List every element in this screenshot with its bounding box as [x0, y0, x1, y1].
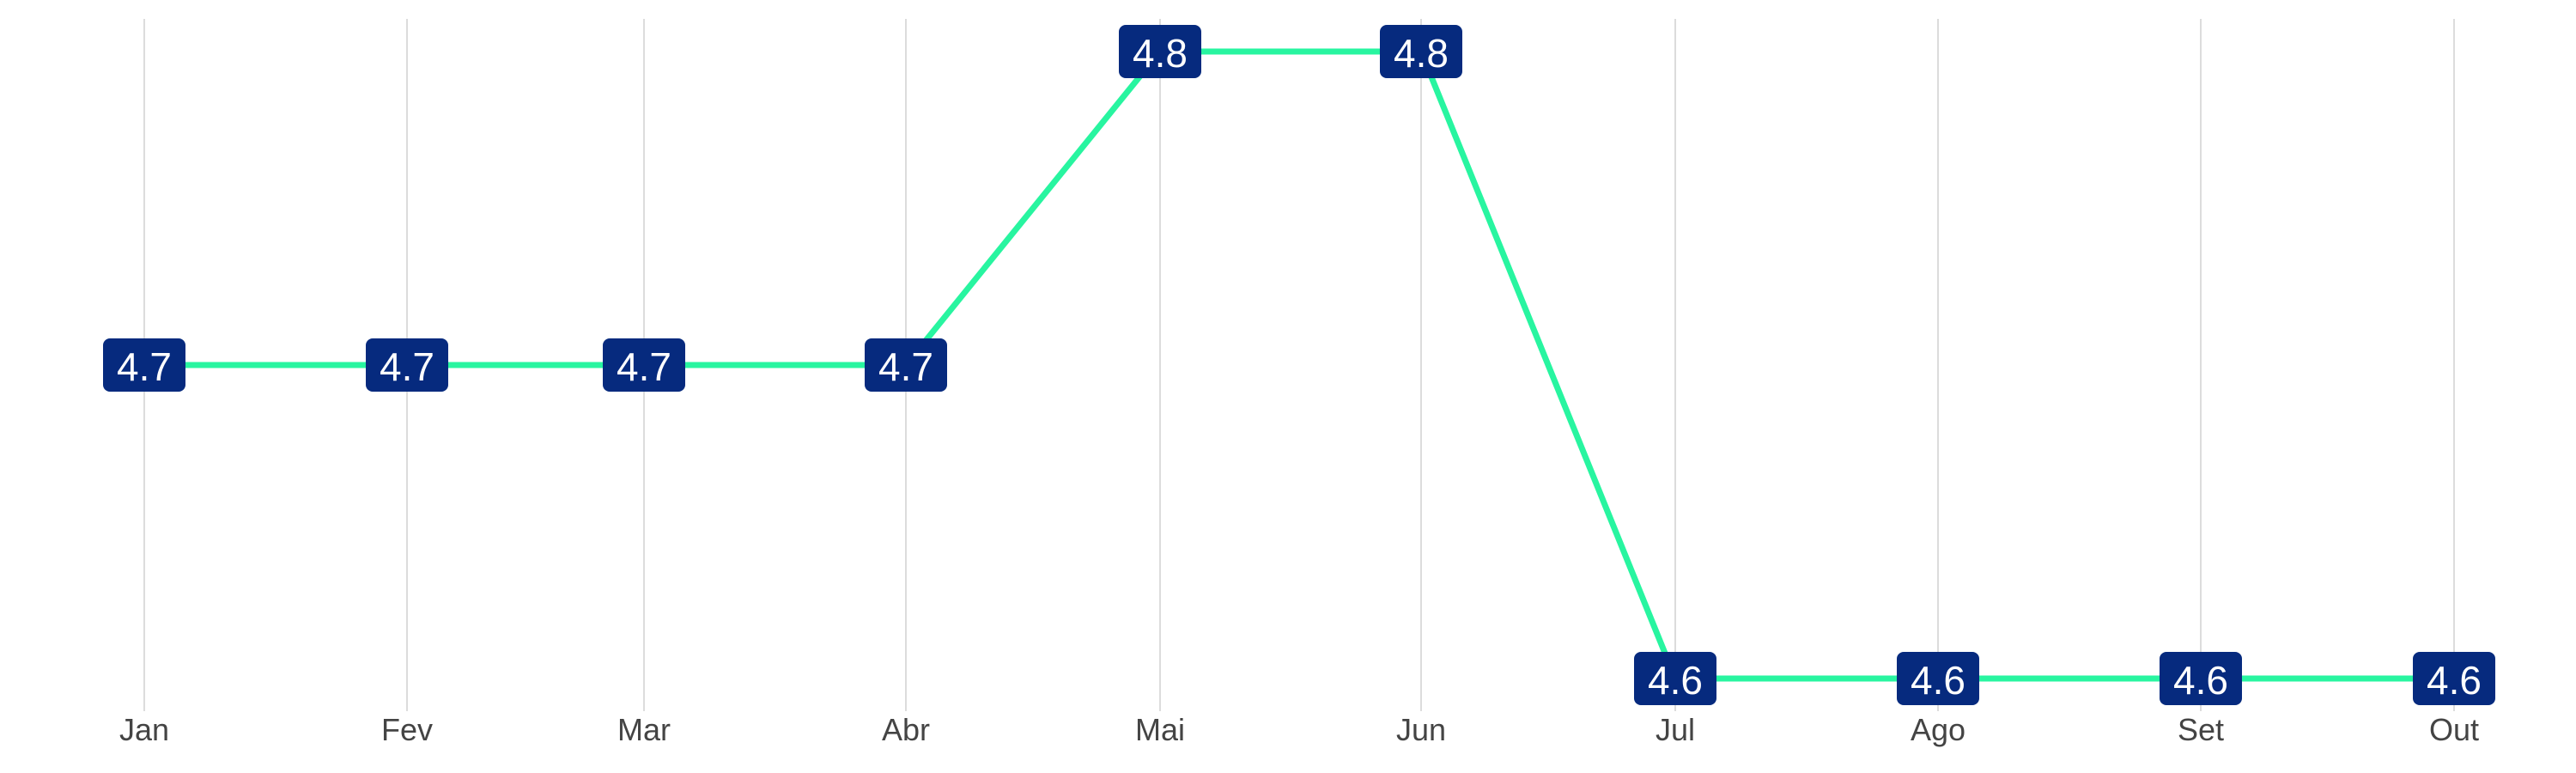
data-label-value: 4.7	[380, 344, 434, 389]
data-label-jan: 4.7	[103, 338, 185, 392]
data-label-value: 4.8	[1133, 31, 1188, 76]
data-point-marker	[103, 338, 185, 392]
x-tick-label-jun: Jun	[1396, 712, 1446, 747]
data-point-marker	[2160, 652, 2242, 705]
data-label-fev: 4.7	[366, 338, 448, 392]
data-label-value: 4.6	[2173, 658, 2228, 703]
x-tick-label-out: Out	[2429, 712, 2479, 747]
x-tick-label-mar: Mar	[617, 712, 671, 747]
data-label-value: 4.6	[1911, 658, 1965, 703]
data-point-marker	[1380, 25, 1462, 78]
data-label-jul: 4.6	[1634, 652, 1716, 705]
series-line-layer	[141, 48, 2458, 682]
series-line	[141, 48, 2458, 682]
x-tick-label-ago: Ago	[1911, 712, 1965, 747]
data-label-mai: 4.8	[1119, 25, 1201, 78]
data-point-marker	[1119, 25, 1201, 78]
data-label-value: 4.7	[617, 344, 671, 389]
data-label-value: 4.7	[117, 344, 172, 389]
x-tick-label-jan: Jan	[119, 712, 169, 747]
x-tick-label-jul: Jul	[1656, 712, 1695, 747]
data-label-ago: 4.6	[1897, 652, 1979, 705]
data-label-value: 4.6	[1648, 658, 1703, 703]
x-tick-label-fev: Fev	[381, 712, 433, 747]
data-label-mar: 4.7	[603, 338, 685, 392]
data-point-marker	[603, 338, 685, 392]
x-tick-label-set: Set	[2178, 712, 2224, 747]
data-label-value: 4.8	[1394, 31, 1449, 76]
data-point-marker	[2413, 652, 2495, 705]
data-label-out: 4.6	[2413, 652, 2495, 705]
data-label-value: 4.7	[878, 344, 933, 389]
data-point-marker	[366, 338, 448, 392]
data-label-value: 4.6	[2427, 658, 2482, 703]
data-point-marker	[1634, 652, 1716, 705]
data-label-abr: 4.7	[865, 338, 947, 392]
data-point-marker	[1897, 652, 1979, 705]
data-point-marker	[865, 338, 947, 392]
x-axis-tick-labels: Jan Fev Mar Abr Mai Jun Jul Ago Set Out	[119, 712, 2479, 747]
x-tick-label-abr: Abr	[882, 712, 930, 747]
data-labels: 4.7 4.7 4.7 4.7 4.8 4.8 4.6 4.6 4.6 4.6	[103, 25, 2495, 705]
data-label-jun: 4.8	[1380, 25, 1462, 78]
grid-lines	[143, 19, 2455, 711]
x-tick-label-mai: Mai	[1135, 712, 1185, 747]
data-label-set: 4.6	[2160, 652, 2242, 705]
